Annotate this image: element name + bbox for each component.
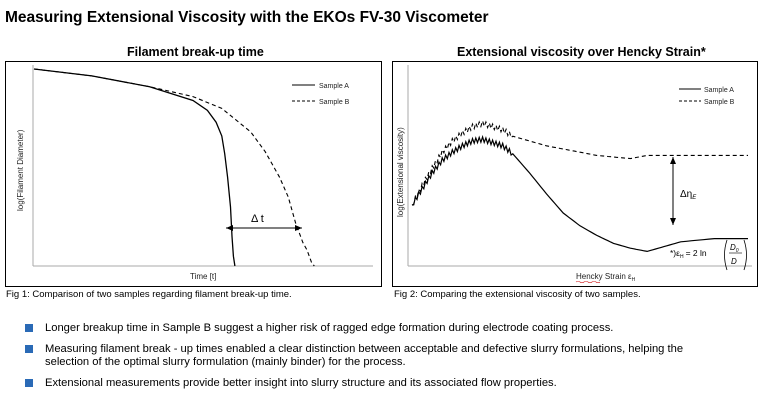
fig2-formula-paren-left: [724, 239, 728, 271]
bullet-square-icon: [25, 324, 33, 332]
page-title: Measuring Extensional Viscosity with the…: [5, 9, 489, 26]
fig2-delta-eta-arrowhead-bottom: [670, 218, 676, 225]
fig2-caption: Fig 2: Comparing the extensional viscosi…: [394, 289, 641, 300]
fig1-legend-label-a: Sample A: [319, 83, 349, 90]
bullet-square-icon: [25, 379, 33, 387]
fig2-title: Extensional viscosity over Hencky Strain…: [457, 45, 706, 59]
fig1-xlabel: Time [t]: [190, 272, 216, 281]
fig2-hencky-formula: *)εH = 2 ln D0 D: [670, 239, 747, 271]
fig2-formula-left: *)εH = 2 ln: [670, 248, 707, 260]
bullet-item: Measuring filament break - up times enab…: [18, 343, 695, 369]
bullet-text: Measuring filament break - up times enab…: [45, 343, 684, 368]
fig2-ylabel: log(Extensional viscosity): [396, 127, 405, 217]
fig2-chart: log(Extensional viscosity) Hencky Strain…: [392, 61, 758, 287]
fig2-legend-label-b: Sample B: [704, 99, 735, 106]
fig2-series-sample-b: [411, 118, 748, 206]
fig1-chart: log(Filament Diameter) Time [t] Sample A…: [5, 61, 382, 287]
fig2-delta-eta-label: ΔηE: [680, 189, 697, 201]
fig1-ylabel: log(Filament Diameter): [16, 129, 25, 211]
fig1-series-sample-b: [33, 68, 315, 267]
fig2-xlabel-underline: [575, 280, 601, 284]
fig2-border: [392, 61, 758, 287]
bullet-square-icon: [25, 345, 33, 353]
fig2-legend-label-a: Sample A: [704, 87, 734, 94]
fig2-xlabel-sub: H: [632, 277, 636, 283]
fig2-series-sample-a: [411, 134, 748, 253]
fig2-formula-num: D0: [730, 243, 739, 254]
fig2-formula-den: D: [731, 257, 737, 266]
fig1-series-sample-a: [33, 68, 236, 267]
fig2-formula-num-sub: 0: [736, 248, 739, 254]
fig2-delta-eta-sub: E: [692, 195, 697, 201]
fig2-formula-body: = 2 ln: [686, 248, 707, 258]
fig1-caption: Fig 1: Comparison of two samples regardi…: [6, 289, 292, 300]
fig2-xlabel-main: Hencky Strain ε: [576, 272, 632, 281]
fig1-title: Filament break-up time: [127, 45, 264, 59]
fig1-delta-t-arrowhead-right: [295, 225, 302, 231]
bullet-item: Longer breakup time in Sample B suggest …: [18, 322, 695, 335]
fig1-delta-t-arrowhead-left: [226, 225, 233, 231]
fig2-xlabel: Hencky Strain εH: [576, 272, 636, 283]
fig2-delta-eta-main: Δη: [680, 189, 692, 200]
fig1-border: [5, 61, 382, 287]
bullet-text: Extensional measurements provide better …: [45, 377, 557, 389]
bullet-list: Longer breakup time in Sample B suggest …: [18, 322, 695, 398]
fig1-legend-label-b: Sample B: [319, 99, 350, 106]
fig2-delta-eta-arrowhead-top: [670, 157, 676, 164]
bullet-text: Longer breakup time in Sample B suggest …: [45, 322, 614, 334]
fig2-formula-prefix: *)ε: [670, 248, 680, 258]
bullet-item: Extensional measurements provide better …: [18, 377, 695, 390]
fig2-formula-paren-right: [743, 239, 747, 271]
fig1-delta-t-label: Δ t: [251, 213, 264, 225]
fig2-formula-num-main: D: [730, 243, 736, 252]
fig2-formula-sub: H: [680, 254, 684, 260]
